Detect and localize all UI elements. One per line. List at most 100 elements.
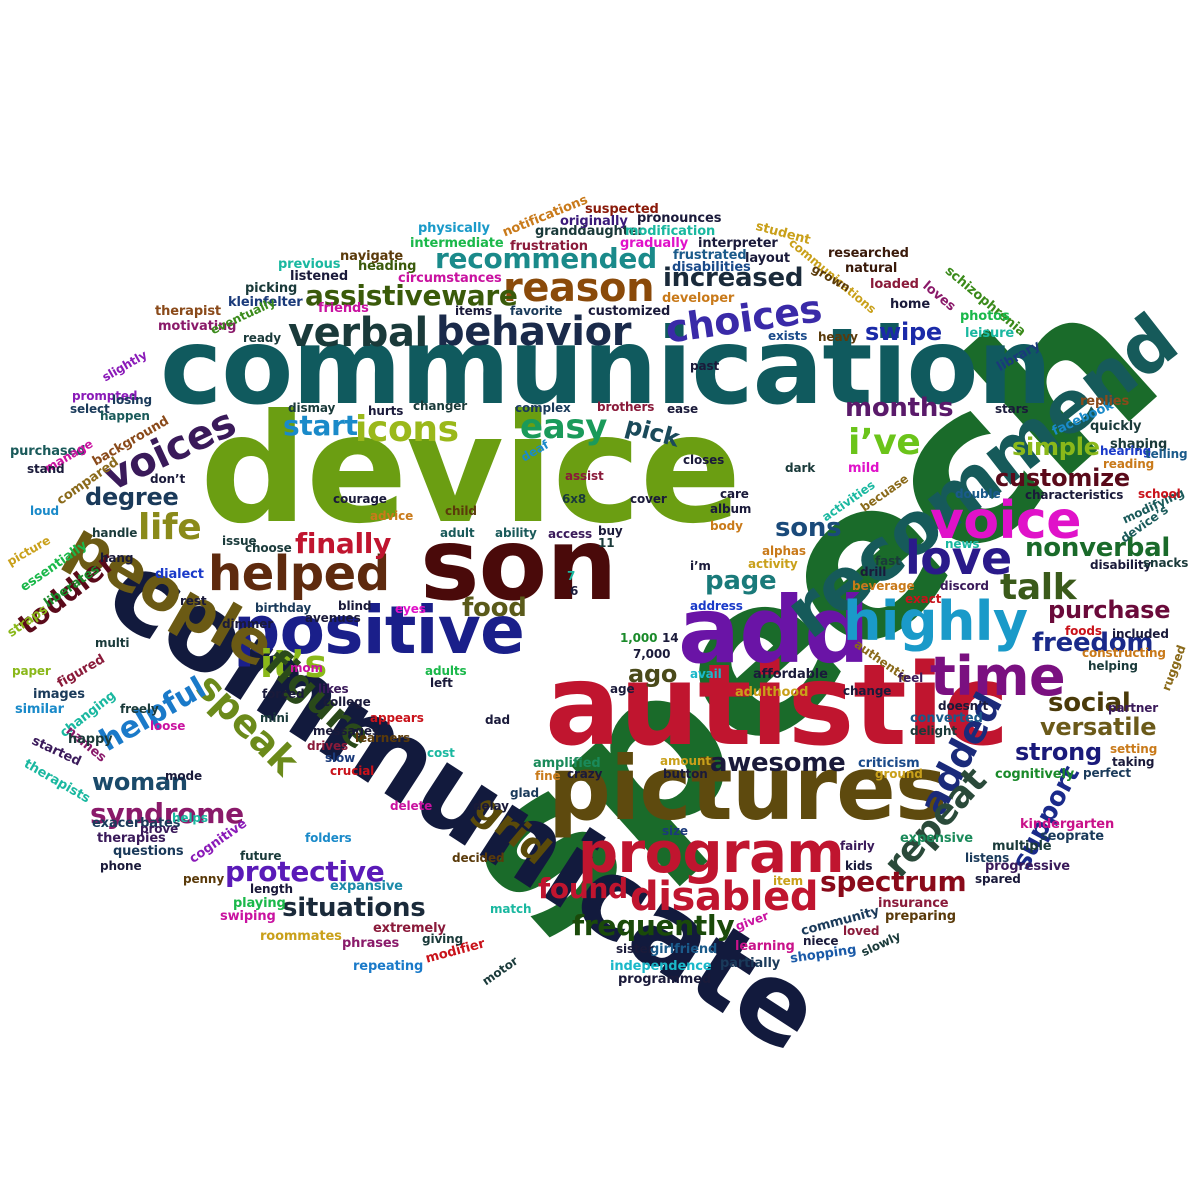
word-pronounces: pronounces	[637, 211, 722, 226]
word-learning: learning	[735, 939, 795, 954]
word-cover: cover	[630, 492, 667, 506]
word-hurts: hurts	[368, 404, 404, 418]
word-gradually: gradually	[620, 236, 689, 251]
word-voice: voice	[930, 491, 1081, 551]
word-dimmer: dimmer	[222, 617, 274, 631]
word-blind: blind	[338, 599, 372, 613]
word-paper: paper	[12, 664, 51, 678]
word-mild: mild	[848, 461, 880, 476]
word-programmed: programmed	[618, 972, 712, 987]
word-recommended: recommended	[435, 242, 657, 275]
word-circumstances: circumstances	[398, 271, 502, 286]
word-rest: rest	[180, 594, 207, 608]
word-appears: appears	[370, 711, 424, 725]
word-match: match	[490, 902, 532, 916]
word-talk: talk	[1000, 567, 1077, 608]
word-mom: mom	[290, 661, 323, 675]
word-picking: picking	[245, 281, 298, 296]
word-interpreter: interpreter	[698, 236, 778, 251]
word-cost: cost	[427, 746, 455, 760]
word-ability: ability	[495, 526, 537, 540]
word-previous: previous	[278, 257, 341, 272]
word-future: future	[240, 849, 282, 863]
word-frustration: frustration	[510, 239, 588, 254]
word-feel: feel	[898, 671, 924, 685]
word-6x8: 6x8	[562, 492, 587, 506]
word-its: it’s	[260, 642, 327, 686]
word-kids: kids	[845, 859, 873, 873]
word-losing: losing	[112, 393, 153, 407]
word-affordable: affordable	[753, 667, 828, 682]
word-kleinfelter: kleinfelter	[228, 295, 303, 310]
word-crucial: crucial	[330, 764, 375, 778]
word-advice: advice	[370, 509, 414, 523]
word-figured: figured	[54, 651, 108, 692]
word-situations: situations	[282, 893, 426, 923]
word-loved: loved	[843, 924, 880, 938]
word-disability: disability	[1090, 558, 1152, 572]
word-helping: helping	[1088, 659, 1138, 673]
word-ive: i’ve	[848, 422, 921, 463]
word-insurance: insurance	[878, 896, 949, 911]
word-freely: freely	[120, 702, 159, 716]
word-converted: converted	[910, 711, 983, 726]
word-loaded: loaded	[870, 277, 919, 292]
word-purchase: purchase	[1048, 596, 1171, 624]
word-freedom: freedom	[1032, 628, 1154, 658]
word-items: items	[455, 304, 493, 318]
word-prompted: prompted	[72, 389, 138, 403]
word-age: age	[610, 682, 635, 696]
word-handle: handle	[92, 526, 138, 540]
word-decided: decided	[452, 851, 505, 865]
word-spectrum: spectrum	[820, 865, 967, 898]
word-swiping: swiping	[220, 909, 276, 924]
word-listened: listened	[290, 269, 349, 284]
word-criticism: criticism	[858, 756, 920, 771]
word-loose: loose	[150, 719, 186, 733]
word-questions: questions	[113, 844, 184, 859]
word-heading: heading	[358, 259, 417, 274]
word-past: past	[690, 359, 720, 373]
word-suspected: suspected	[585, 202, 659, 217]
word-complex: complex	[515, 401, 571, 415]
word-fast: fast	[875, 554, 901, 568]
word-avail: avail	[690, 667, 722, 681]
word-choose: choose	[245, 541, 292, 555]
word-adulthood: adulthood	[735, 685, 809, 700]
word-found: found	[538, 872, 628, 905]
word-reading: reading	[1103, 457, 1155, 471]
word-son: son	[420, 506, 617, 623]
word-slow: slow	[325, 751, 356, 765]
word-characteristics: characteristics	[1025, 488, 1124, 502]
word-delay: delay	[473, 799, 509, 813]
word-album: album	[710, 502, 752, 516]
word-motor: motor	[479, 953, 521, 989]
word-mode: mode	[165, 769, 202, 783]
word-happen: happen	[100, 409, 150, 423]
word-birthday: birthday	[255, 601, 312, 615]
word-highly: highly	[843, 590, 1028, 653]
word-seoprate: seoprate	[1040, 829, 1104, 844]
word-versatile: versatile	[1040, 713, 1157, 741]
word-body: body	[710, 519, 743, 533]
word-drill: drill	[860, 565, 887, 579]
word-loud: loud	[30, 504, 60, 518]
word-verbal: verbal	[288, 310, 428, 356]
word-discord: discord	[940, 579, 989, 593]
word-shaping: shaping	[1110, 437, 1168, 452]
word-easy: easy	[520, 407, 608, 447]
word-communication: communication	[160, 306, 1052, 428]
word-hearing: hearing	[1100, 444, 1152, 458]
word-similar: similar	[15, 702, 64, 717]
word-playing: playing	[233, 896, 286, 911]
word-foods: foods	[1065, 624, 1102, 638]
word-frequently: frequently	[572, 909, 735, 942]
word-phone: phone	[100, 859, 142, 873]
word-11: 11	[598, 536, 615, 550]
word-favorite: favorite	[510, 304, 563, 318]
word-stars: stars	[995, 402, 1029, 416]
word-slightly: slightly	[99, 347, 150, 385]
word-perfect: perfect	[1083, 766, 1132, 780]
word-cognitively: cognitively	[995, 767, 1075, 782]
word-add: add	[678, 577, 870, 684]
